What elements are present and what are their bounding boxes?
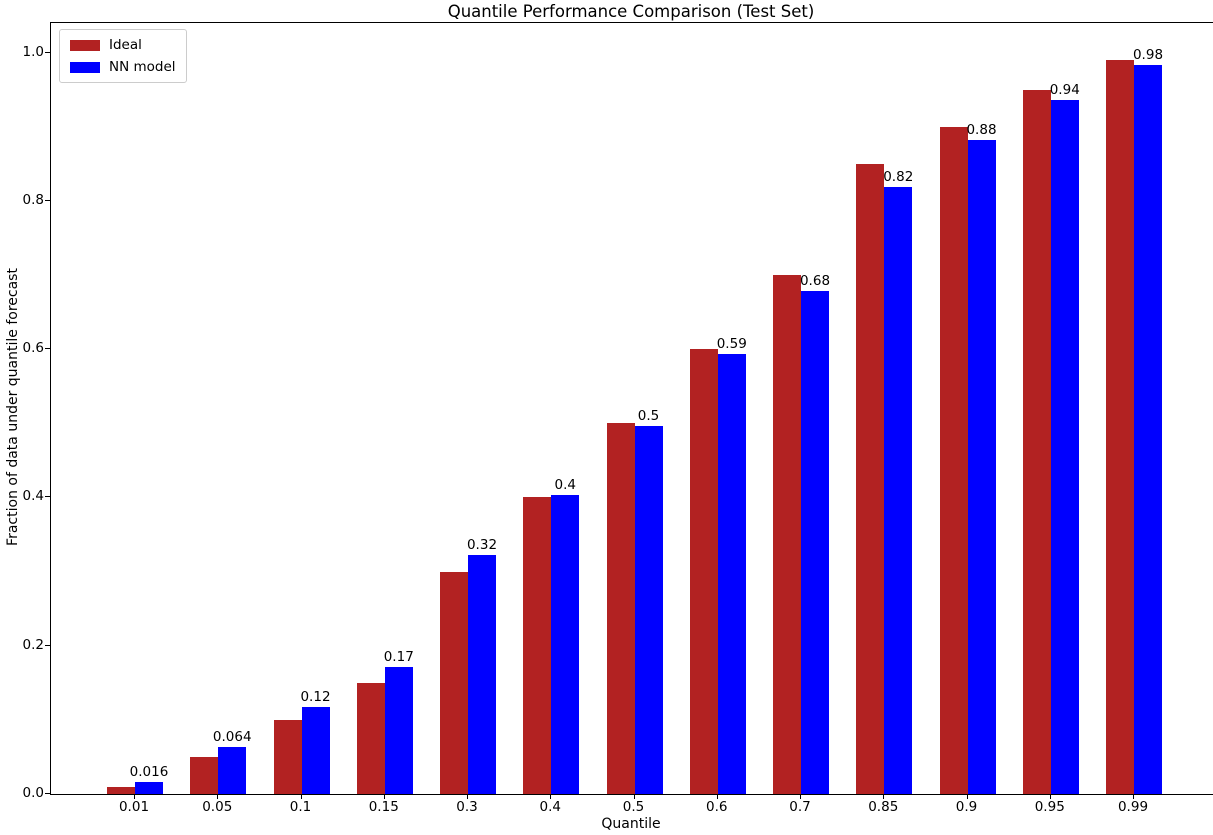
x-axis-tick — [550, 795, 552, 799]
x-axis-tick — [883, 795, 885, 799]
y-tick-label: 0.6 — [22, 340, 44, 357]
legend: Ideal NN model — [59, 29, 187, 83]
bar-nn-model — [1050, 100, 1079, 794]
x-axis-tick — [217, 795, 219, 799]
bar-nn-model — [301, 706, 330, 794]
x-tick-label: 0.9 — [955, 799, 978, 815]
y-tick-label: 0.0 — [22, 785, 44, 801]
bar-value-label: 0.4 — [554, 476, 576, 493]
x-tick-label: 0.5 — [622, 799, 645, 815]
legend-label-ideal: Ideal — [109, 37, 142, 53]
bar-value-label: 0.32 — [466, 537, 498, 554]
y-axis-tick — [45, 348, 50, 350]
bar-ideal — [856, 163, 885, 794]
bar-value-label: 0.98 — [1132, 47, 1164, 64]
plot-area: Ideal NN model 0.016 0.064 0.12 0.17 0.32 0.4… — [50, 22, 1213, 795]
bar-ideal — [107, 786, 135, 794]
bar-value-label: 0.68 — [799, 273, 831, 290]
bar-nn-model — [1134, 65, 1162, 794]
bar-ideal — [190, 756, 219, 794]
y-axis-tick — [45, 793, 50, 794]
x-tick-label: 0.99 — [1117, 799, 1149, 815]
x-tick-label: 0.1 — [289, 799, 312, 815]
bar-ideal — [606, 423, 635, 794]
bar-value-label: 0.5 — [637, 407, 660, 424]
x-axis-tick — [300, 795, 302, 799]
bar-value-label: 0.016 — [129, 764, 169, 781]
bar-value-label: 0.88 — [966, 122, 997, 139]
x-tick-label: 0.95 — [1034, 799, 1065, 815]
legend-swatch-ideal — [70, 39, 100, 51]
bar-nn-model — [717, 353, 746, 794]
x-tick-label: 0.05 — [202, 799, 233, 815]
bar-ideal — [523, 497, 552, 794]
x-axis-tick — [383, 795, 385, 799]
bar-nn-model — [135, 782, 163, 794]
legend-label-nn-model: NN model — [109, 59, 176, 75]
bar-value-label: 0.94 — [1049, 82, 1080, 99]
x-tick-label: 0.3 — [456, 799, 478, 815]
x-axis-tick — [467, 795, 468, 799]
x-tick-label: 0.85 — [868, 799, 899, 815]
bar-value-label: 0.82 — [883, 168, 914, 185]
legend-swatch-nn-model — [70, 61, 100, 73]
bar-nn-model — [801, 291, 829, 794]
bar-nn-model — [218, 746, 247, 794]
x-axis-tick — [716, 795, 718, 799]
x-tick-label: 0.15 — [368, 799, 399, 815]
y-axis-tick — [45, 496, 50, 498]
bar-ideal — [689, 349, 718, 794]
y-tick-label: 1.0 — [22, 43, 44, 60]
bar-value-label: 0.064 — [212, 728, 252, 745]
x-tick-label: 0.6 — [706, 799, 728, 815]
y-tick-label: 0.2 — [22, 636, 44, 653]
x-axis-tick — [134, 795, 135, 799]
bar-nn-model — [384, 666, 413, 794]
x-axis-tick — [633, 795, 635, 799]
chart-title: Quantile Performance Comparison (Test Se… — [447, 2, 815, 21]
y-axis-tick — [45, 199, 50, 201]
x-tick-label: 0.7 — [789, 799, 811, 815]
bar-ideal — [939, 126, 968, 794]
bar-nn-model — [884, 186, 913, 794]
bar-value-label: 0.17 — [383, 648, 414, 665]
x-axis-tick — [800, 795, 801, 799]
legend-item-ideal: Ideal — [70, 37, 176, 53]
bar-nn-model — [551, 494, 580, 794]
bar-ideal — [356, 682, 385, 794]
bar-ideal — [1022, 89, 1051, 794]
bar-nn-model — [468, 555, 496, 794]
y-axis-tick — [45, 644, 50, 646]
x-axis-tick — [966, 795, 968, 799]
x-axis-label: Quantile — [601, 816, 661, 832]
bar-nn-model — [967, 140, 996, 794]
x-axis-tick — [1049, 795, 1051, 799]
legend-item-nn-model: NN model — [70, 59, 176, 75]
bar-nn-model — [634, 425, 663, 794]
bar-value-label: 0.12 — [300, 688, 331, 705]
x-axis-tick — [1133, 795, 1134, 799]
bar-value-label: 0.59 — [716, 335, 747, 352]
bar-ideal — [773, 275, 801, 794]
x-tick-label: 0.4 — [539, 799, 561, 815]
y-axis-tick — [45, 51, 50, 53]
bar-ideal — [1106, 60, 1134, 794]
y-tick-label: 0.4 — [22, 488, 44, 505]
bar-ideal — [273, 719, 302, 794]
x-tick-label: 0.01 — [118, 799, 150, 815]
bar-ideal — [440, 571, 468, 794]
y-tick-label: 0.8 — [22, 191, 44, 208]
